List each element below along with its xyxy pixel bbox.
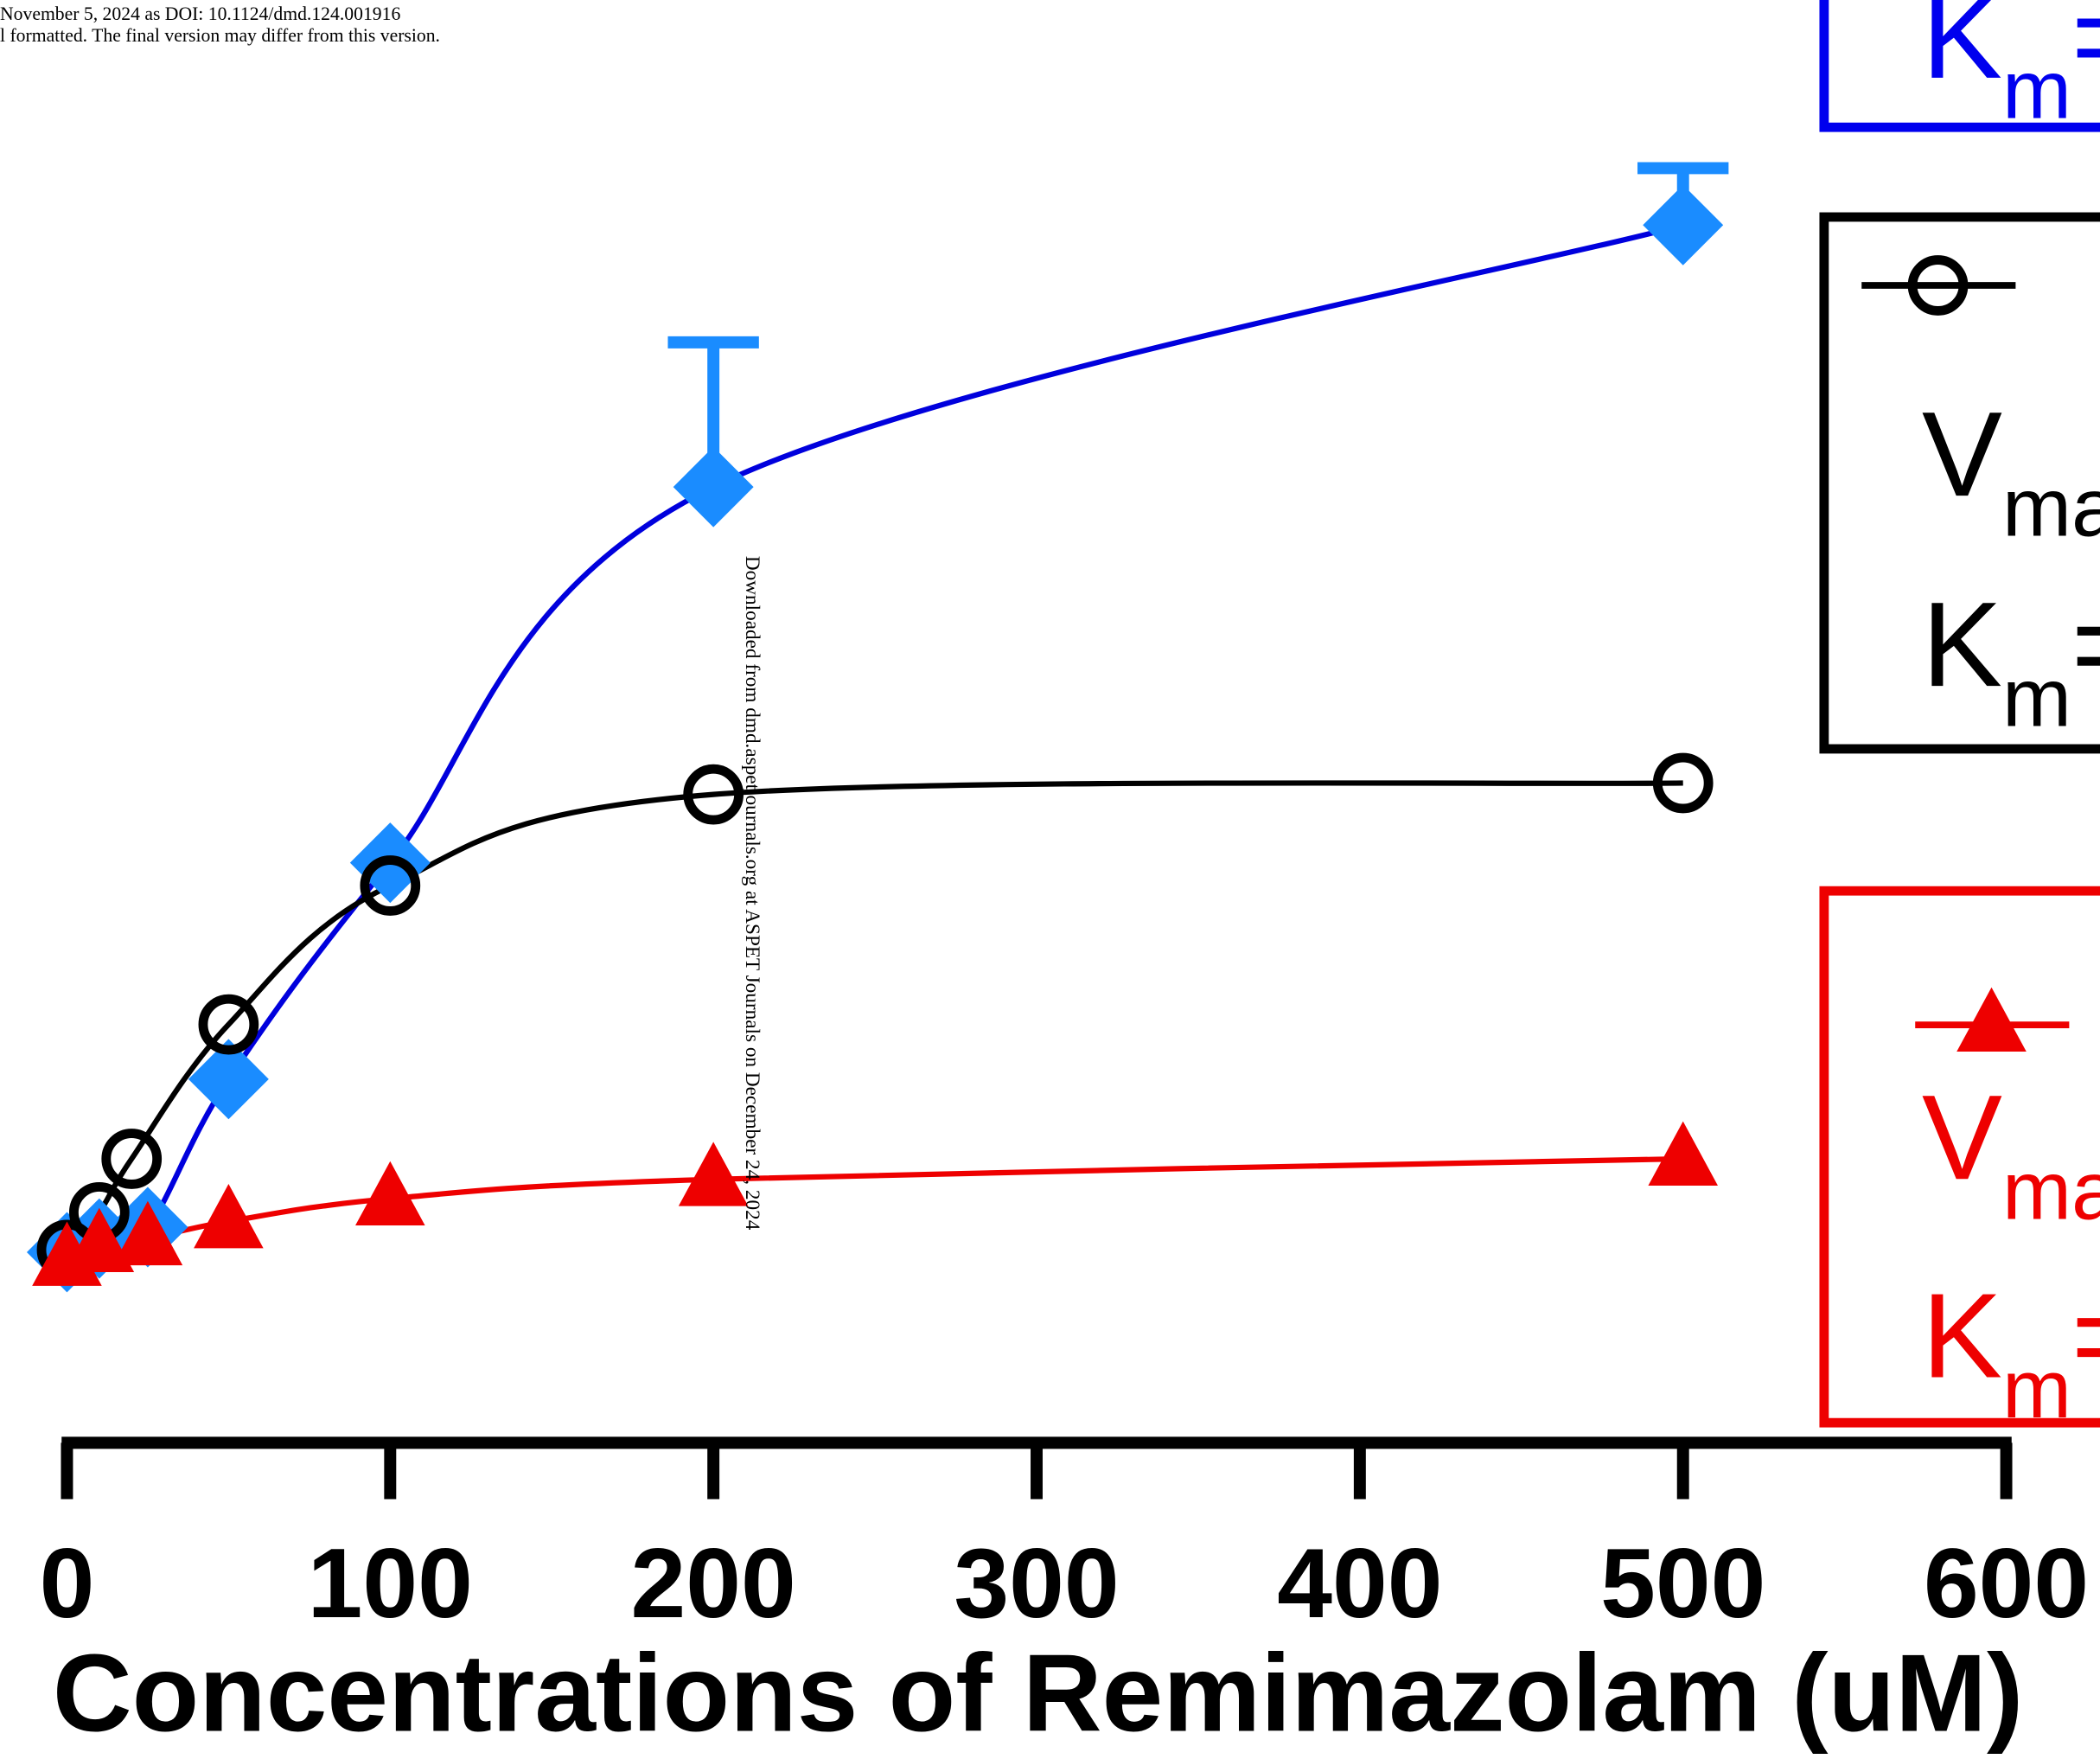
legend-sub: m (2002, 43, 2071, 136)
legend-text: Km= (1922, 577, 2100, 744)
legend-frame (1819, 212, 2100, 754)
legend-main: V (1922, 1070, 2002, 1205)
circle-marker (1907, 255, 1969, 316)
triangle-marker (64, 1207, 135, 1273)
legend-main: K (1922, 0, 2002, 104)
legend-rest: = (2071, 1268, 2100, 1403)
header-line: l formatted. The final version may diffe… (0, 25, 440, 46)
circle-marker (360, 855, 421, 916)
legend-text: Vma (1922, 387, 2100, 553)
triangle-marker (1648, 1121, 1718, 1186)
triangle-marker (112, 1200, 183, 1266)
legend-frame (1819, 886, 2100, 1428)
circle-marker (1652, 752, 1714, 814)
legend-box: VmaKm= (1819, 212, 2100, 754)
legend-frame (1819, 0, 2100, 132)
legend-text: Km= (1922, 0, 2100, 136)
diamond-marker (673, 446, 754, 528)
fit-line (65, 780, 1683, 1252)
x-axis-label: Concentrations of Remimazolam (uM) (53, 1631, 2023, 1754)
triangle-marker (678, 1142, 749, 1206)
legend-box: VmaKm= (1819, 886, 2100, 1436)
legend-rest: = (2071, 577, 2100, 712)
circle-marker (683, 764, 744, 825)
header-line: November 5, 2024 as DOI: 10.1124/dmd.124… (0, 3, 400, 24)
triangle-marker (355, 1161, 425, 1226)
fit-line (66, 1155, 1683, 1262)
fit-line (66, 222, 1684, 1255)
legend-sub: m (2002, 1343, 2071, 1436)
triangle-marker (1956, 987, 2027, 1052)
x-tick-label: 200 (631, 1528, 796, 1639)
legend-text: Km= (1922, 1268, 2100, 1435)
legend-box: Km= (1819, 0, 2100, 136)
circle-marker (101, 1129, 163, 1189)
legend-main: K (1922, 577, 2002, 712)
legend-main: K (1922, 1268, 2002, 1403)
legend-text: Vma (1922, 1070, 2100, 1237)
triangle-marker (194, 1184, 264, 1249)
legend-rest: = (2071, 0, 2100, 104)
legend-sub: ma (2002, 1145, 2100, 1238)
watermark: Downloaded from dmd.aspetjournals.org at… (741, 556, 763, 1231)
diamond-marker (1643, 184, 1724, 265)
x-tick-label: 0 (40, 1528, 95, 1639)
legend-main: V (1922, 387, 2002, 521)
x-tick-label: 400 (1277, 1528, 1442, 1639)
x-tick-label: 100 (308, 1528, 473, 1639)
legend-sub: ma (2002, 462, 2100, 554)
x-tick-label: 300 (954, 1528, 1119, 1639)
x-tick-label: 600 (1924, 1528, 2089, 1639)
legend-sub: m (2002, 652, 2071, 745)
circle-marker (198, 994, 259, 1055)
x-tick-label: 500 (1600, 1528, 1765, 1639)
